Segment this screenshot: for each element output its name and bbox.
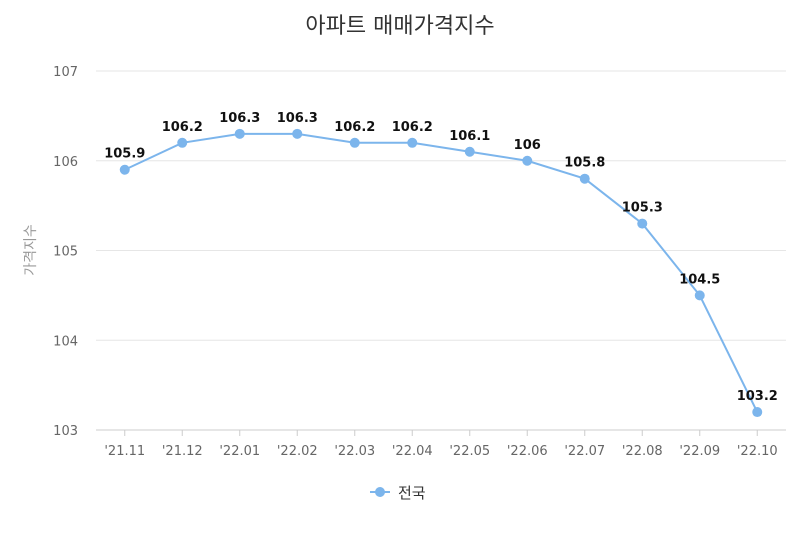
series-layer: 105.9 106.2 106.3 106.3 106.2 106.2 106.1 106 10…	[104, 111, 778, 418]
data-point[interactable]	[752, 407, 763, 418]
data-label: 105.8	[564, 156, 605, 171]
data-label: 106.2	[392, 120, 433, 135]
data-point[interactable]	[119, 164, 130, 175]
data-label: 106.2	[334, 120, 375, 135]
legend-label: 전국	[398, 484, 426, 502]
x-tick-label: '22.09	[679, 444, 720, 459]
legend-marker	[375, 487, 385, 497]
data-label: 104.5	[679, 272, 720, 287]
data-point[interactable]	[694, 290, 705, 301]
x-tick-label: '22.01	[219, 444, 260, 459]
data-label: 106.3	[277, 111, 318, 126]
data-label: 106.1	[449, 129, 490, 144]
data-point[interactable]	[464, 146, 475, 157]
x-axis-ticks: '21.11 '21.12 '22.01 '22.02 '22.03 '22.04 '22.…	[96, 429, 786, 459]
x-tick-label: '22.06	[507, 444, 548, 459]
x-tick-label: '22.03	[334, 444, 375, 459]
y-tick-label: 107	[53, 65, 78, 80]
x-tick-label: '22.08	[622, 444, 663, 459]
y-tick-label: 103	[53, 424, 78, 439]
data-label: 106.3	[219, 111, 260, 126]
data-point[interactable]	[522, 155, 533, 166]
data-label: 106.2	[162, 120, 203, 135]
chart-title: 아파트 매매가격지수	[305, 14, 494, 39]
data-label: 106	[514, 138, 541, 153]
x-tick-label: '22.07	[564, 444, 605, 459]
data-point[interactable]	[349, 137, 360, 148]
x-tick-label: '22.05	[449, 444, 490, 459]
series-line	[124, 132, 759, 413]
data-point[interactable]	[637, 218, 648, 229]
y-axis-label: 가격지수	[23, 224, 39, 276]
y-tick-label: 106	[53, 155, 78, 170]
x-tick-label: '22.02	[277, 444, 318, 459]
data-point[interactable]	[579, 173, 590, 184]
x-tick-label: '22.10	[737, 444, 778, 459]
data-label: 105.3	[622, 201, 663, 216]
data-point[interactable]	[234, 128, 245, 139]
y-tick-label: 105	[53, 245, 78, 260]
x-tick-label: '22.04	[392, 444, 433, 459]
data-point[interactable]	[407, 137, 418, 148]
legend[interactable]: 전국	[370, 484, 426, 502]
x-tick-label: '21.11	[104, 444, 145, 459]
x-tick-label: '21.12	[162, 444, 203, 459]
data-point[interactable]	[177, 137, 188, 148]
y-axis-ticks: 103 104 105 106 107	[53, 65, 78, 439]
data-label: 103.2	[737, 389, 778, 404]
data-label: 105.9	[104, 147, 145, 162]
data-point[interactable]	[292, 128, 303, 139]
y-tick-label: 104	[53, 334, 78, 349]
